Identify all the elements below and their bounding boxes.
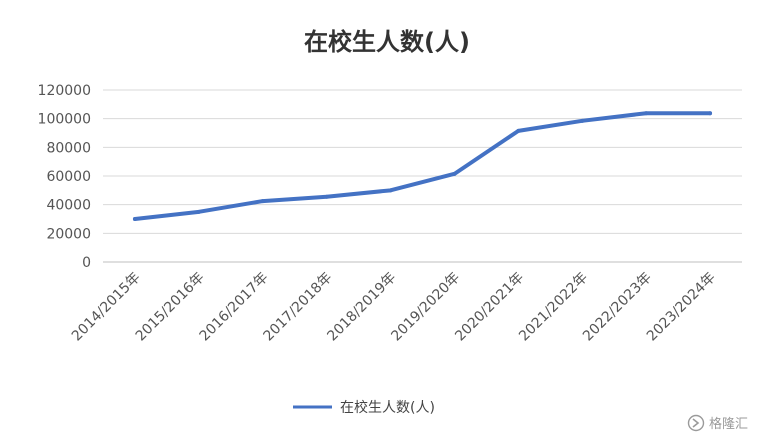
grid bbox=[103, 89, 742, 263]
y-tick-label: 100000 bbox=[38, 112, 91, 128]
glh-logo-icon bbox=[687, 414, 705, 431]
y-tick-label: 0 bbox=[82, 255, 91, 271]
watermark: 格隆汇 bbox=[687, 413, 748, 432]
x-axis: 2014/2015年2015/2016年2016/2017年2017/2018年… bbox=[69, 270, 719, 345]
chart-title: 在校生人数(人) bbox=[304, 28, 470, 56]
data-point bbox=[516, 128, 521, 133]
data-point bbox=[708, 111, 713, 116]
y-tick-label: 80000 bbox=[46, 140, 91, 156]
data-point bbox=[324, 194, 329, 199]
data-point bbox=[260, 199, 265, 204]
y-tick-label: 60000 bbox=[46, 169, 91, 185]
y-tick-label: 40000 bbox=[46, 198, 91, 214]
plot-area bbox=[132, 111, 713, 221]
y-tick-label: 120000 bbox=[38, 83, 91, 99]
watermark-text: 格隆汇 bbox=[708, 417, 748, 432]
data-point bbox=[452, 171, 457, 176]
series-line bbox=[132, 111, 713, 221]
y-tick-label: 20000 bbox=[46, 226, 91, 242]
legend-label: 在校生人数(人) bbox=[340, 399, 435, 416]
data-point bbox=[132, 217, 137, 221]
legend: 在校生人数(人) bbox=[293, 399, 435, 416]
data-point bbox=[196, 209, 201, 214]
data-point bbox=[644, 111, 649, 116]
y-axis: 0 20000 40000 60000 80000 100000 120000 bbox=[38, 83, 91, 271]
data-point bbox=[580, 118, 585, 123]
x-tick-label: 2023/2024年 bbox=[644, 270, 719, 345]
data-point bbox=[388, 188, 393, 193]
